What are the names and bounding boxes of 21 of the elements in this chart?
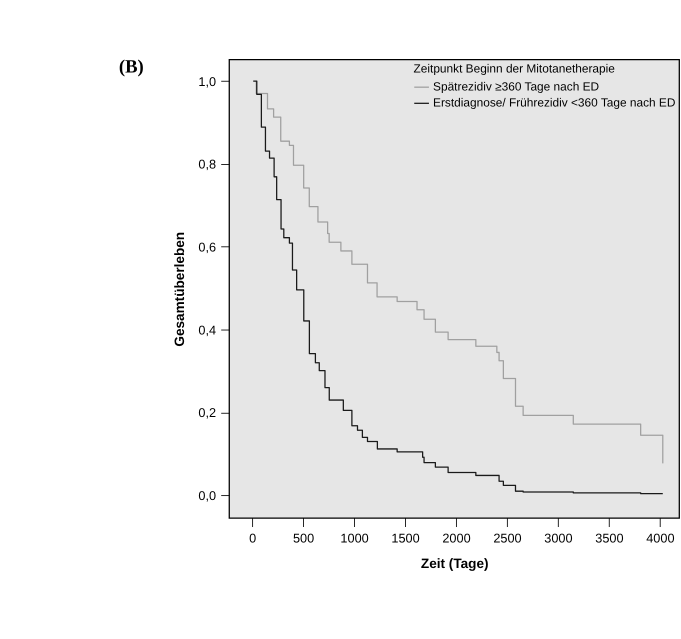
y-tick-label: 0,8 [198,156,216,172]
y-tick-label: 0,0 [198,488,216,503]
y-axis-title: Gesamtüberleben [172,232,187,347]
x-axis-title: Zeit (Tage) [420,556,489,571]
y-tick-label: 1,0 [198,74,216,89]
y-tick-label: 0,6 [198,239,216,254]
x-tick-label: 4000 [646,530,675,546]
x-tick-label: 0 [249,530,256,546]
y-tick-label: 0,2 [198,405,216,420]
x-tick-label: 3000 [544,530,573,546]
x-tick-label: 2000 [442,530,471,546]
y-tick-label: 0,4 [198,322,216,338]
x-tick-label: 1500 [391,530,420,546]
legend-label: Spätrezidiv ≥360 Tage nach ED [433,80,600,94]
x-tick-label: 1000 [340,530,369,546]
x-tick-label: 500 [292,530,314,546]
legend-label: Erstdiagnose/ Frührezidiv <360 Tage nach ED [433,96,676,110]
x-tick-label: 3500 [595,530,624,546]
x-tick-label: 2500 [493,530,522,546]
text: (B) [118,56,144,78]
legend-title: Zeitpunkt Beginn der Mitotanetherapie [414,61,616,76]
